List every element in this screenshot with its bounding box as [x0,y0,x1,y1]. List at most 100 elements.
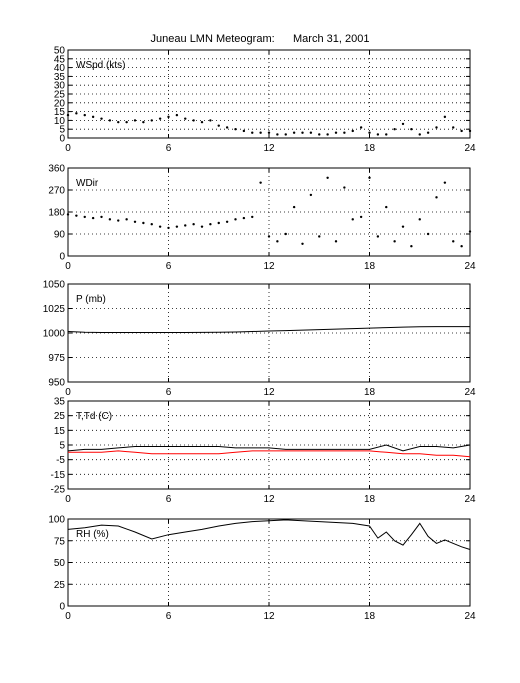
wind-speed-data-point [443,115,447,119]
wind-speed-data-point [376,133,380,136]
pressure-ytick-label: 1000 [43,329,66,340]
pressure-series-0-line [67,326,470,333]
wind-speed-data-point [452,126,455,129]
pressure-xtick-label: 24 [464,387,476,398]
wind-speed-ytick-label: 40 [54,63,66,74]
temperature-ytick-label: -15 [51,470,66,481]
wind-speed-data-point [359,126,363,129]
wind-direction-data-point [225,220,229,223]
wind-speed-xtick-label: 24 [464,143,476,154]
wind-speed-data-point [334,131,338,134]
wind-direction-panel: 0 6 12 18 24 0 90 180 270 360 WDir [48,164,476,273]
figure-title-date: March 31, 2001 [293,33,370,45]
wind-speed-data-point [251,131,254,134]
wind-direction-data-point [359,215,363,219]
humidity-xtick-label: 0 [65,611,71,622]
wind-speed-data-point [217,124,220,127]
pressure-panel: 0 6 12 18 24 950 975 1000 1025 1050 P (mb) [43,280,476,399]
wind-direction-xtick-label: 18 [364,261,376,272]
wind-speed-data-point [259,131,262,134]
wind-direction-data-point [452,240,455,243]
wind-speed-data-point [225,126,229,129]
wind-direction-data-point [91,216,95,220]
wind-direction-data-point [418,218,421,221]
wind-speed-data-point [133,119,137,122]
wind-direction-xtick-label: 6 [166,261,172,272]
wind-speed-data-point [209,119,212,122]
wind-speed-xtick-label: 6 [166,143,172,154]
wind-direction-data-point [217,221,220,225]
temperature-xtick-label: 0 [65,494,71,505]
humidity-panel-label: RH (%) [76,529,109,540]
wind-speed-data-point [318,133,321,136]
wind-speed-data-point [184,117,187,120]
wind-direction-data-point [410,245,413,248]
wind-direction-data-point [460,245,463,248]
wind-direction-data-point [192,223,195,226]
pressure-xtick-label: 0 [65,387,71,398]
wind-direction-data-point [200,225,204,228]
wind-speed-data-point [401,122,405,126]
temperature-panel: 0 6 12 18 24 -25 -15 -5 5 15 25 35 T,Td (C) [51,397,476,506]
wind-direction-data-point [167,226,170,230]
pressure-ytick-label: 950 [48,378,65,389]
wind-speed-data-point [426,131,430,134]
wind-speed-data-point [393,128,396,131]
wind-direction-data-point [83,215,86,219]
temperature-ytick-label: -25 [51,485,66,496]
wind-speed-data-point [158,117,162,120]
wind-direction-data-point [468,230,472,233]
humidity-ytick-label: 75 [54,536,66,547]
wind-direction-data-point [334,240,338,243]
pressure-panel-label: P (mb) [76,294,106,305]
wind-direction-data-point [443,181,447,184]
wind-direction-data-point [326,176,329,179]
wind-speed-data-point [284,133,287,136]
humidity-ytick-label: 50 [54,558,66,569]
temperature-xtick-label: 12 [263,494,275,505]
pressure-xtick-label: 6 [166,387,172,398]
humidity-ytick-label: 25 [54,580,66,591]
wind-speed-ytick-label: 0 [59,134,65,145]
figure-title-station: Juneau LMN Meteogram: [150,33,275,45]
pressure-ytick-label: 975 [48,353,65,364]
wind-speed-data-point [175,113,179,117]
wind-direction-data-point [318,235,321,238]
wind-direction-xtick-label: 0 [65,261,71,272]
wind-speed-data-point [83,113,86,117]
wind-speed-data-point [66,113,70,117]
wind-direction-ytick-label: 90 [54,230,66,241]
wind-direction-data-point [75,214,78,217]
temperature-series-0-line [67,444,471,452]
wind-direction-data-point [368,176,371,179]
wind-speed-panel-label: WSpd (kts) [76,60,125,71]
wind-speed-xtick-label: 12 [263,143,275,154]
wind-direction-data-point [100,215,103,219]
wind-speed-data-point [125,120,128,124]
wind-direction-data-point [267,235,271,238]
wind-speed-ytick-label: 5 [59,125,65,136]
wind-speed-ytick-label: 35 [54,72,66,83]
wind-direction-data-point [158,225,162,228]
wind-direction-data-point [66,213,70,216]
wind-direction-data-point [184,224,187,227]
wind-speed-ytick-label: 25 [54,90,66,101]
temperature-ytick-label: -5 [56,455,65,466]
humidity-xtick-label: 18 [364,611,376,622]
wind-direction-data-point [284,232,287,236]
wind-direction-ytick-label: 360 [48,164,65,175]
wind-direction-data-point [259,181,262,184]
wind-speed-data-point [410,128,413,131]
wind-speed-data-point [108,119,112,122]
temperature-ytick-label: 35 [54,397,66,408]
wind-direction-data-point [242,216,246,220]
wind-speed-data-point [200,120,204,124]
wind-direction-data-point [142,221,145,225]
wind-speed-data-point [167,115,170,119]
wind-speed-data-point [242,129,246,133]
figure-title: Juneau LMN Meteogram: March 31, 2001 [0,33,520,45]
wind-speed-data-point [368,131,371,134]
wind-speed-data-point [326,133,329,136]
wind-direction-data-point [351,218,354,221]
temperature-series-1-line [68,450,471,458]
